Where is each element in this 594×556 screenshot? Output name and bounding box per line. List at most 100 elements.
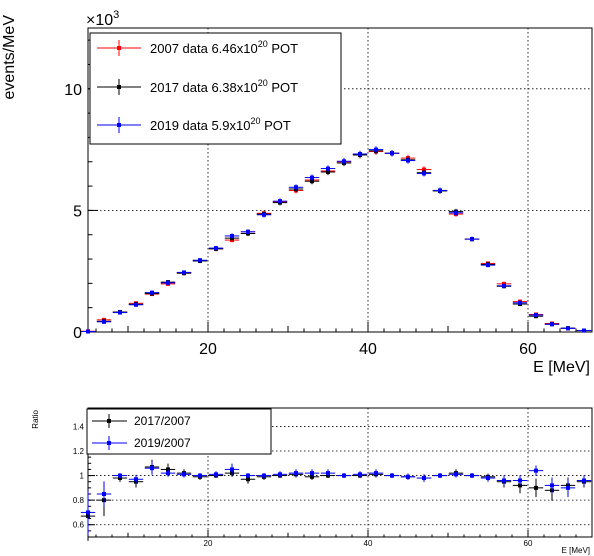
top-data-point	[454, 210, 458, 215]
bottom-data-point	[150, 466, 154, 471]
svg-text:2019 data 5.9x1020 POT: 2019 data 5.9x1020 POT	[150, 116, 291, 133]
bottom-data-point	[374, 471, 378, 476]
top-y-axis-label: events/MeV	[1, 15, 18, 100]
top-data-point	[214, 246, 218, 251]
bottom-data-point	[118, 473, 122, 478]
bottom-x-tick-label: 60	[524, 539, 533, 548]
y-exponent-base: ×10	[86, 12, 113, 29]
bottom-data-point	[246, 477, 250, 482]
bottom-data-point	[518, 478, 522, 483]
bottom-y-tick-label: 0.8	[73, 496, 85, 505]
top-data-point	[326, 166, 330, 171]
top-data-point	[118, 310, 122, 315]
bottom-data-point	[566, 485, 570, 490]
bottom-plot: 20 40 60 0.6 0.8 1 1.2 1.4	[73, 407, 593, 548]
top-data-point	[102, 319, 106, 324]
top-data-point	[342, 159, 346, 164]
bottom-data-point	[406, 474, 410, 479]
top-data-point	[358, 151, 362, 156]
top-data-point	[150, 290, 154, 295]
top-data-point	[198, 258, 202, 263]
top-plot: 20 40 60 0 5 10	[64, 27, 593, 358]
bottom-data-point	[358, 472, 362, 477]
bottom-y-tick-label: 1	[80, 472, 85, 481]
bottom-y-tick-label: 1.2	[73, 447, 85, 456]
bottom-data-point	[342, 473, 346, 478]
bottom-x-axis-label: E [MeV]	[562, 546, 590, 555]
bottom-data-point	[454, 472, 458, 477]
bottom-data-point	[102, 492, 106, 496]
top-data-point	[470, 237, 474, 242]
top-data-point	[246, 229, 250, 234]
bottom-data-point	[294, 471, 298, 476]
top-data-point	[566, 326, 570, 331]
legend-label-2017-tail: POT	[268, 80, 298, 95]
top-series-1	[80, 147, 592, 334]
bottom-data-point	[438, 473, 442, 478]
top-legend: 2007 data 6.46x1020 POT 2017 data 6.38x1…	[89, 32, 342, 145]
svg-text:2007 data 6.46x1020 POT: 2007 data 6.46x1020 POT	[150, 39, 298, 56]
top-series-2	[80, 146, 592, 334]
top-data-point	[86, 329, 90, 334]
bottom-data-point	[214, 472, 218, 477]
top-data-point	[582, 328, 586, 333]
legend-label-2007-sup: 20	[258, 39, 268, 49]
y-exponent-label: ×103	[86, 9, 119, 29]
bottom-y-tick-label: 0.6	[73, 521, 85, 530]
bottom-data-point	[502, 478, 506, 483]
top-data-point	[294, 185, 298, 190]
top-data-point	[310, 179, 314, 184]
top-y-tick-label: 5	[73, 203, 82, 220]
top-x-tick-label: 40	[359, 341, 377, 358]
bottom-x-tick-label: 20	[204, 539, 213, 548]
bottom-data-point	[278, 472, 282, 477]
bottom-legend: 2017/2007 2019/2007	[86, 408, 272, 455]
bottom-data-point	[230, 467, 234, 472]
top-data-point	[134, 302, 138, 307]
bottom-data-point	[198, 473, 202, 478]
bottom-data-point	[470, 473, 474, 478]
top-data-point	[278, 199, 282, 204]
top-data-point	[326, 169, 330, 174]
top-data-point	[262, 212, 266, 217]
legend-label-2019-ratio: 2019/2007	[134, 436, 191, 450]
bottom-data-point	[534, 485, 538, 490]
bottom-data-point	[326, 471, 330, 476]
legend-label-2007-tail: POT	[268, 41, 298, 56]
top-series-0	[80, 148, 592, 334]
legend-entry-2019-ratio: 2019/2007	[92, 436, 191, 450]
top-data-point	[534, 312, 538, 317]
bottom-y-axis-label: Ratio	[31, 409, 40, 428]
top-x-tick-label: 20	[199, 341, 217, 358]
bottom-data-point	[134, 477, 138, 482]
legend-entry-2017-ratio: 2017/2007	[92, 414, 191, 428]
bottom-series-1	[80, 461, 592, 536]
bottom-data-point	[86, 510, 90, 515]
top-data-point	[166, 280, 170, 285]
top-data-point	[406, 158, 410, 163]
bottom-data-point	[486, 476, 490, 481]
top-data-point	[310, 175, 314, 180]
bottom-data-point	[262, 473, 266, 478]
bottom-data-point	[422, 476, 426, 481]
bottom-data-point	[246, 473, 250, 478]
legend-label-2019-sup: 20	[250, 116, 260, 126]
legend-label-2017-sup: 20	[258, 78, 268, 88]
legend-label-2019-tail: POT	[261, 118, 291, 133]
legend-entry-2017: 2017 data 6.38x1020 POT	[97, 78, 298, 95]
bottom-data-point	[534, 468, 538, 473]
legend-entry-2019: 2019 data 5.9x1020 POT	[97, 116, 291, 133]
top-data-point	[422, 171, 426, 176]
bottom-x-tick-label: 40	[364, 539, 373, 548]
bottom-data-point	[166, 471, 170, 476]
top-data-point	[550, 322, 554, 327]
top-y-tick-label: 10	[64, 82, 82, 99]
bottom-data-point	[550, 483, 554, 488]
top-data-point	[230, 233, 234, 238]
top-x-tick-label: 60	[519, 341, 537, 358]
top-data-point	[422, 167, 426, 172]
svg-text:2017 data 6.38x1020 POT: 2017 data 6.38x1020 POT	[150, 78, 298, 95]
legend-label-2017-ratio: 2017/2007	[134, 414, 191, 428]
bottom-data-point	[390, 473, 394, 478]
